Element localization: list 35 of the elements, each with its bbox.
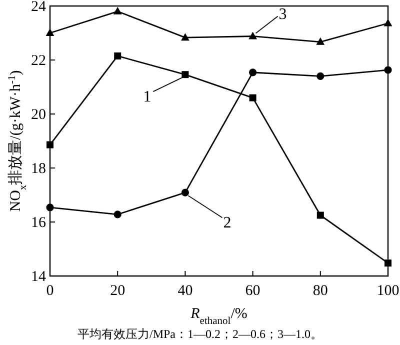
y-tick-label: 14 [31, 269, 46, 285]
point [181, 33, 190, 41]
text: 2 [223, 214, 232, 232]
point [114, 52, 122, 60]
point [248, 32, 257, 40]
y-tick-label: 16 [31, 215, 46, 231]
point [249, 68, 257, 76]
point [46, 28, 54, 36]
point [316, 37, 325, 45]
x-axis-title: R$_{ethanol}$/% [190, 306, 248, 326]
y-tick-label: 24 [31, 0, 46, 15]
x-tick-label: 100 [376, 283, 400, 299]
point [114, 210, 122, 218]
legend-label: 3 [278, 6, 287, 24]
x-tick-label: 20 [110, 283, 126, 299]
y-tick-label: 18 [31, 161, 46, 177]
point [182, 71, 189, 78]
point [384, 66, 392, 74]
y-tick-label: 20 [31, 107, 46, 123]
point [384, 260, 392, 267]
point [384, 18, 392, 26]
point [46, 204, 54, 212]
x-tick-label: 60 [245, 283, 260, 299]
point [46, 141, 54, 148]
x-tick-label: 80 [312, 283, 328, 299]
x-tick-label: 0 [46, 283, 54, 299]
point [316, 212, 324, 219]
series-label: 1 [143, 88, 152, 106]
point [113, 6, 122, 14]
x-tick-label: 40 [178, 283, 193, 299]
point [316, 72, 324, 80]
point [249, 94, 256, 102]
text: 平均有效压力/MPa：1—0.2；2—0.6；3—1.0。 [77, 327, 323, 341]
y-tick-label: 22 [31, 53, 46, 69]
point [181, 188, 189, 196]
